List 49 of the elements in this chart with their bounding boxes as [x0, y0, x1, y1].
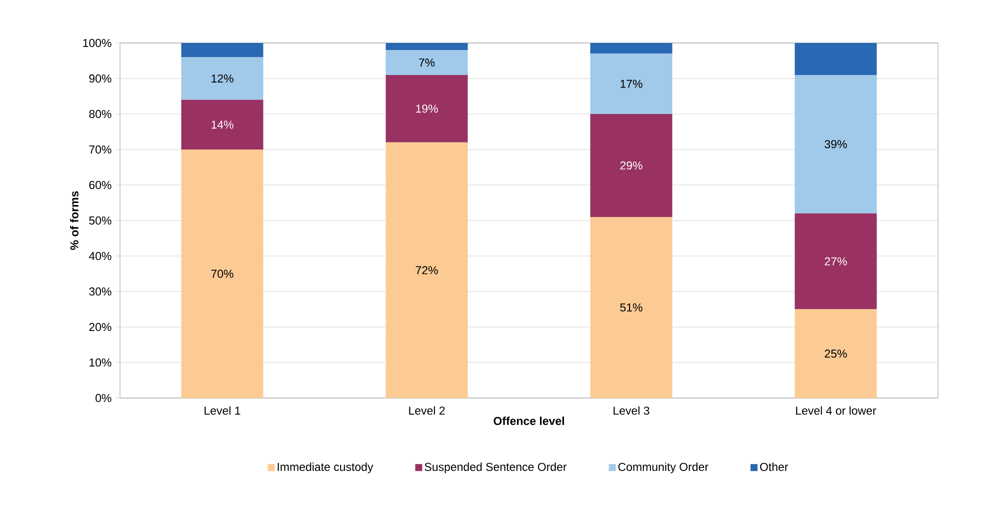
data-label: 29%: [620, 161, 642, 170]
bar: [181, 57, 264, 100]
data-label: 19%: [416, 104, 438, 113]
bar: [794, 309, 877, 398]
y-tick-label: 20%: [89, 322, 112, 332]
bar: [386, 142, 468, 398]
bar: [794, 42, 877, 75]
x-tick-label: Level 4 or lower: [796, 406, 876, 415]
bar: [181, 42, 264, 58]
bar: [590, 42, 672, 54]
y-axis-title: % of forms: [70, 191, 78, 250]
data-label: 12%: [212, 74, 234, 83]
x-tick-label: Level 1: [204, 406, 240, 415]
data-label: 14%: [212, 120, 234, 129]
legend-label: Suspended Sentence Order: [424, 462, 567, 474]
x-tick-label: Level 3: [614, 406, 650, 415]
data-label: 27%: [824, 257, 847, 266]
bar: [181, 100, 264, 150]
bar: [181, 149, 264, 398]
x-tick-label: Level 2: [409, 406, 445, 415]
x-axis-title: Offence level: [494, 416, 564, 426]
data-label: 51%: [620, 303, 642, 312]
bar: [794, 213, 877, 310]
y-tick-label: 30%: [89, 287, 112, 296]
bar: [590, 216, 672, 398]
legend-label: Other: [760, 462, 788, 471]
bar: [386, 42, 468, 50]
legend-label: Immediate custody: [278, 462, 374, 474]
bar: [386, 50, 468, 75]
y-tick-label: 10%: [90, 358, 112, 367]
y-tick-label: 70%: [89, 145, 112, 154]
data-label: 72%: [416, 266, 438, 274]
y-tick-label: 90%: [89, 74, 112, 83]
bar: [386, 74, 468, 142]
data-label: 70%: [211, 270, 234, 278]
data-label: 7%: [419, 58, 435, 67]
data-label: 25%: [824, 350, 847, 358]
bar: [590, 114, 672, 217]
y-tick-label: 100%: [83, 38, 112, 48]
y-tick-label: 50%: [89, 216, 112, 225]
y-tick-label: 0%: [96, 394, 112, 402]
bar: [794, 74, 877, 214]
y-tick-label: 40%: [88, 252, 112, 260]
y-tick-label: 80%: [89, 110, 112, 118]
data-label: 39%: [824, 140, 847, 148]
bar: [590, 54, 672, 114]
legend-label: Community Order: [618, 462, 708, 474]
data-label: 17%: [620, 80, 642, 88]
y-tick-label: 60%: [89, 180, 112, 190]
